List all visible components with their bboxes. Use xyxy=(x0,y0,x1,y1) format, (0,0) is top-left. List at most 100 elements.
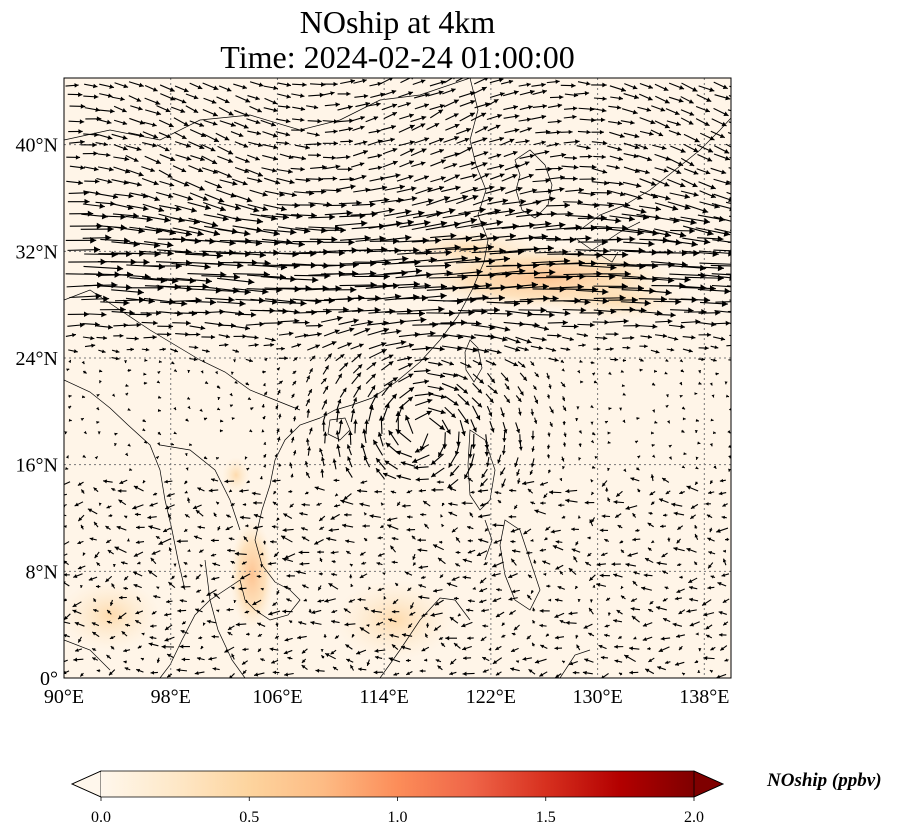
wind-arrow xyxy=(91,631,100,638)
wind-arrow xyxy=(429,104,445,111)
wind-arrow xyxy=(109,599,114,607)
wind-arrow xyxy=(247,396,252,401)
wind-arrow xyxy=(530,336,547,342)
wind-arrow xyxy=(632,512,637,518)
wind-arrow xyxy=(203,456,208,460)
wind-arrow xyxy=(411,123,426,131)
wind-arrow xyxy=(64,493,67,496)
wind-arrow xyxy=(455,373,468,380)
wind-arrow xyxy=(502,431,507,443)
wind-arrow xyxy=(713,249,731,252)
wind-arrow xyxy=(320,468,325,478)
wind-arrow xyxy=(187,548,191,552)
wind-arrow xyxy=(449,465,460,477)
wind-arrow xyxy=(215,456,220,460)
wind-arrow xyxy=(251,491,261,496)
wind-arrow xyxy=(153,594,161,599)
wind-arrow xyxy=(280,276,319,284)
wind-arrow xyxy=(111,393,116,397)
wind-arrow xyxy=(564,92,579,98)
wind-arrow xyxy=(576,202,600,209)
wind-arrow xyxy=(662,617,671,623)
wind-arrow xyxy=(461,501,473,506)
wind-arrow xyxy=(576,406,580,410)
wind-arrow xyxy=(726,180,731,184)
wind-arrow xyxy=(470,162,488,170)
wind-arrow xyxy=(650,431,654,435)
wind-arrow xyxy=(479,577,487,584)
wind-arrow xyxy=(649,600,654,605)
wind-arrow xyxy=(592,319,610,325)
wind-arrow xyxy=(477,488,489,493)
wind-arrow xyxy=(672,622,683,627)
wind-arrow xyxy=(81,295,110,303)
wind-arrow xyxy=(498,552,503,557)
wind-arrow xyxy=(487,334,508,342)
wind-arrow xyxy=(246,118,261,125)
wind-arrow xyxy=(155,535,161,540)
wind-arrow xyxy=(689,621,700,627)
wind-arrow xyxy=(366,659,371,667)
wind-arrow xyxy=(204,380,209,385)
wind-arrow xyxy=(219,179,238,186)
wind-arrow xyxy=(105,539,112,544)
wind-arrow xyxy=(724,658,729,662)
wind-arrow xyxy=(587,552,592,557)
wind-arrow xyxy=(471,255,511,263)
wind-arrow xyxy=(639,93,653,101)
wind-arrow xyxy=(590,421,594,425)
wind-arrow xyxy=(232,325,251,331)
wind-arrow xyxy=(278,413,282,419)
map-title-line2: Time: 2024-02-24 01:00:00 xyxy=(220,39,575,75)
wind-arrow xyxy=(113,322,129,328)
wind-arrow xyxy=(100,237,131,245)
wind-arrow xyxy=(321,420,326,432)
wind-arrow xyxy=(396,210,425,219)
wind-arrow xyxy=(87,508,98,515)
wind-arrow xyxy=(418,584,427,588)
wind-arrow xyxy=(457,408,470,425)
wind-arrow xyxy=(577,369,581,374)
wind-arrow xyxy=(607,431,611,435)
wind-arrow xyxy=(562,466,566,470)
wind-arrow xyxy=(654,420,658,424)
wind-arrow xyxy=(713,336,726,341)
wind-arrow xyxy=(688,585,698,590)
wind-arrow xyxy=(503,105,519,111)
wind-arrow xyxy=(491,572,501,577)
wind-arrow xyxy=(437,557,446,565)
wind-arrow xyxy=(119,479,128,485)
wind-arrow xyxy=(478,514,491,519)
wind-arrow xyxy=(189,325,206,331)
wind-arrow xyxy=(270,659,279,664)
wind-arrow xyxy=(427,185,445,193)
wind-arrow xyxy=(623,93,640,100)
wind-arrow xyxy=(201,144,216,152)
wind-arrow xyxy=(437,665,443,671)
wind-arrow xyxy=(267,561,277,566)
wind-arrow xyxy=(663,513,668,517)
wind-arrow xyxy=(504,128,520,134)
wind-arrow xyxy=(82,552,86,556)
wind-arrow xyxy=(400,645,411,650)
wind-arrow xyxy=(359,551,366,556)
wind-arrow xyxy=(385,339,407,347)
wind-arrow xyxy=(216,609,220,613)
wind-arrow xyxy=(350,210,378,218)
wind-arrow xyxy=(709,382,713,386)
wind-arrow xyxy=(136,561,141,565)
wind-arrow xyxy=(299,511,308,516)
wind-arrow xyxy=(288,620,293,624)
wind-arrow xyxy=(354,93,369,99)
wind-arrow xyxy=(588,607,594,615)
wind-arrow xyxy=(630,606,641,611)
wind-arrow xyxy=(600,655,609,660)
wind-arrow xyxy=(716,527,729,533)
wind-arrow xyxy=(510,539,516,544)
wind-arrow xyxy=(703,655,715,661)
wind-arrow xyxy=(640,334,653,340)
wind-arrow xyxy=(522,481,535,486)
wind-arrow xyxy=(382,147,398,155)
wind-arrow xyxy=(84,107,101,113)
wind-arrow xyxy=(568,660,578,666)
